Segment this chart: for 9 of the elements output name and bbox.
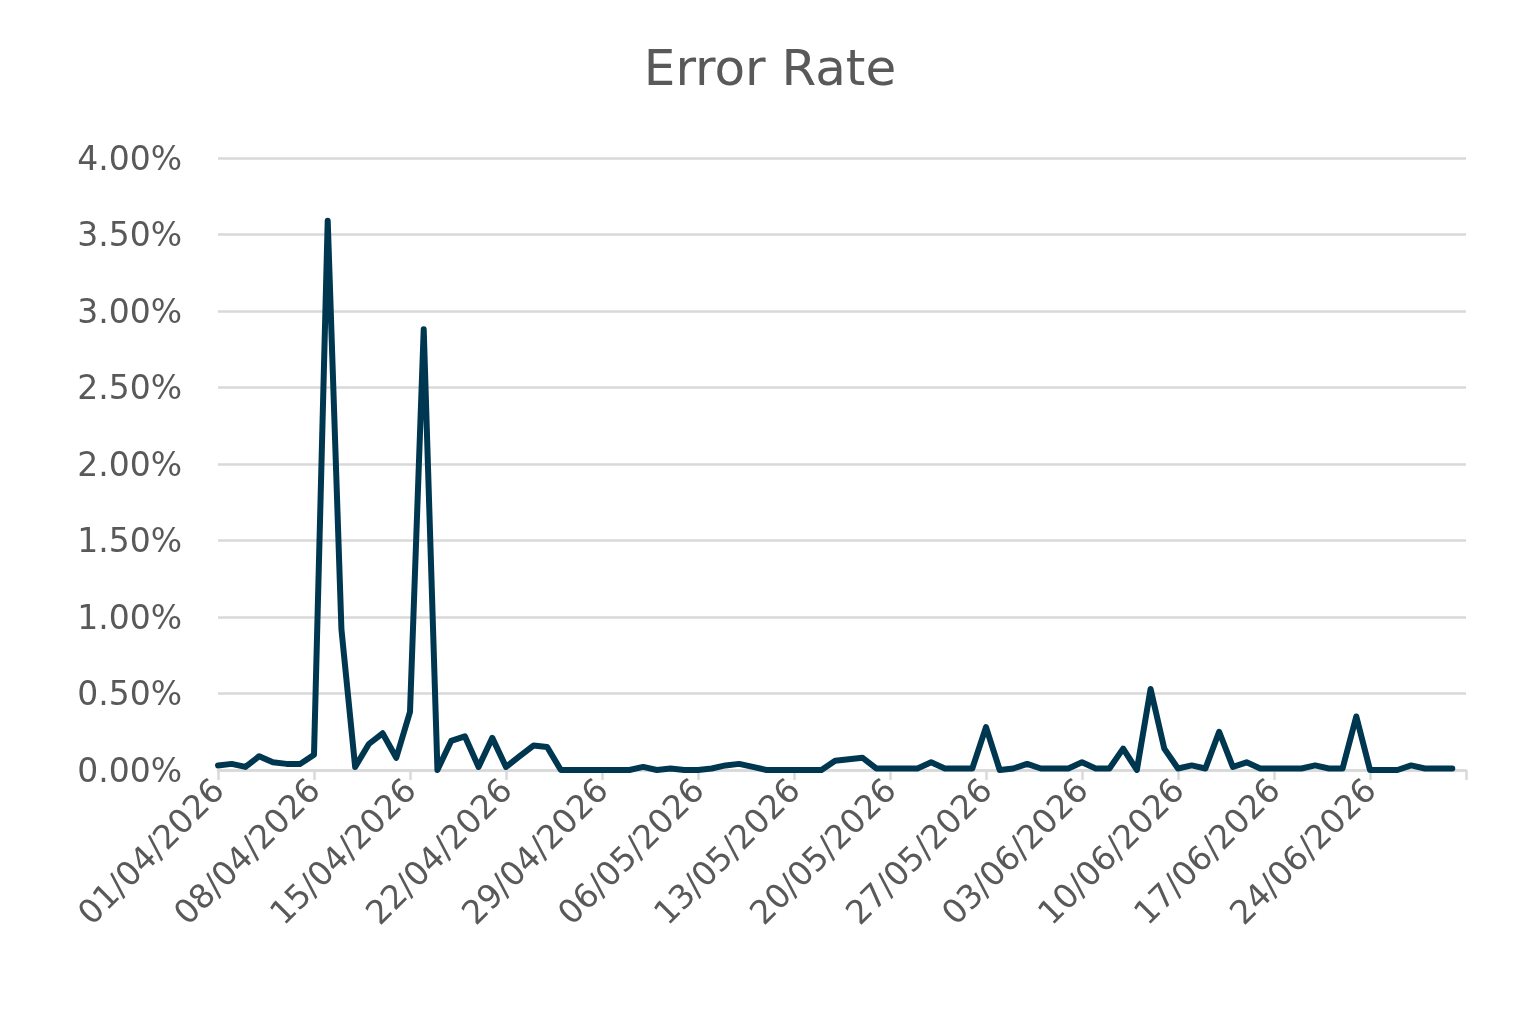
y-tick-label: 1.00% — [77, 597, 182, 637]
y-tick-label: 4.00% — [77, 138, 182, 178]
y-tick-label: 0.50% — [77, 674, 182, 713]
chart-title: Error Rate — [643, 39, 897, 97]
y-tick-label: 3.00% — [77, 291, 182, 331]
y-tick-label: 3.50% — [77, 215, 182, 254]
y-tick-label: 2.00% — [77, 444, 182, 484]
y-tick-label: 1.50% — [77, 521, 182, 560]
y-tick-label: 2.50% — [77, 368, 182, 407]
